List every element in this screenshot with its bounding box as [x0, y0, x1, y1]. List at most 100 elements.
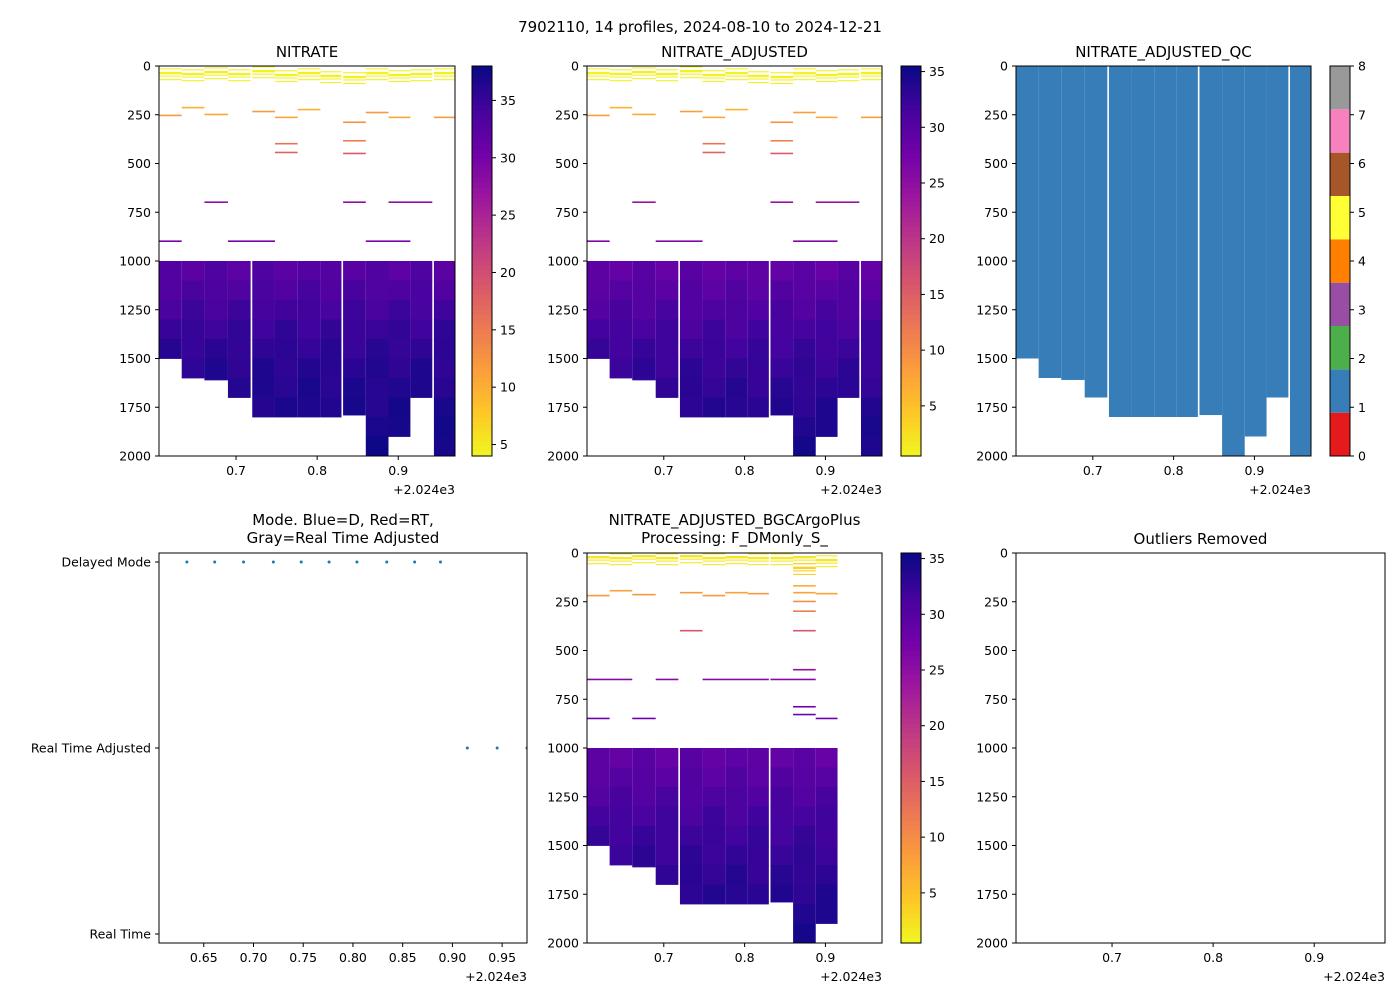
colorbar-step	[472, 109, 492, 116]
profile-segment	[181, 72, 205, 74]
profile-segment	[702, 678, 769, 681]
colorbar-tick-label: 10	[929, 830, 945, 845]
colorbar-step	[901, 261, 921, 267]
colorbar-step	[901, 626, 921, 632]
profile-cell	[725, 397, 748, 418]
profile-cell	[725, 378, 748, 398]
profile-segment	[770, 556, 794, 559]
profile-cell	[702, 319, 726, 340]
profile-cell	[679, 300, 703, 320]
profile-segment	[655, 564, 679, 566]
colorbar-step	[901, 178, 921, 184]
colorbar-step	[472, 85, 492, 91]
colorbar-step	[901, 119, 921, 126]
colorbar-step	[901, 806, 921, 812]
colorbar-step	[472, 261, 492, 267]
profile-cell	[679, 261, 703, 281]
profile-cell	[837, 319, 860, 340]
profile-cell	[320, 319, 342, 340]
profile-cell	[365, 378, 389, 398]
colorbar-step	[901, 743, 921, 749]
colorbar-step	[901, 655, 921, 661]
profile-segment	[679, 558, 703, 560]
profile-cell	[702, 300, 726, 320]
profile-segment	[770, 75, 794, 77]
profile-segment	[632, 562, 656, 564]
colorbar-step	[472, 324, 492, 330]
profile-segment	[725, 68, 748, 70]
profile-cell	[837, 280, 860, 301]
profile-cell	[815, 748, 838, 768]
profile-segment	[747, 82, 769, 84]
profile-cell	[388, 261, 411, 281]
profile-segment	[587, 563, 610, 565]
profile-segment	[587, 114, 610, 117]
colorbar-step	[901, 918, 921, 925]
profile-segment	[609, 553, 633, 555]
profile-segment	[343, 121, 366, 124]
profile-cell	[204, 280, 228, 301]
profile-cell	[587, 787, 610, 807]
profile-segment	[747, 592, 769, 595]
profile-segment	[204, 71, 228, 74]
profile-segment	[770, 152, 794, 155]
profile-cell	[815, 787, 838, 807]
profile-cell	[632, 319, 656, 340]
profile-segment	[793, 71, 816, 73]
profile-segment	[815, 70, 838, 72]
colorbar-step	[472, 197, 492, 204]
profile-segment	[815, 717, 838, 720]
y-tick-label: 1500	[976, 351, 1008, 366]
profile-cell	[587, 339, 610, 359]
colorbar: 5 10 15 20 25 30 35	[900, 551, 945, 944]
x-tick-label: 0.8	[1203, 950, 1223, 965]
profile-cell	[609, 261, 633, 281]
colorbar-step	[901, 105, 921, 111]
colorbar-class	[1330, 196, 1350, 240]
profile-cell	[725, 865, 748, 885]
profile-segment	[793, 591, 816, 594]
mode-point	[271, 560, 275, 564]
profile-cell	[297, 339, 321, 359]
profile-segment	[793, 75, 816, 77]
profile-segment	[815, 559, 838, 562]
colorbar-step	[901, 772, 921, 778]
profile-cell	[793, 884, 816, 905]
colorbar-tick-label: 30	[929, 607, 945, 622]
colorbar-step	[901, 606, 921, 613]
colorbar-step	[901, 412, 921, 418]
y-tick-label: 0	[1000, 546, 1008, 561]
profile-cell	[655, 826, 679, 846]
y-tick-label: 1000	[119, 254, 151, 269]
profile-cell	[274, 319, 298, 340]
profile-segment	[609, 72, 633, 74]
profile-cell	[725, 884, 748, 905]
colorbar-step	[901, 689, 921, 695]
profile-cell	[204, 378, 228, 381]
colorbar-step	[472, 124, 492, 130]
colorbar-step	[901, 353, 921, 360]
profile-segment	[793, 556, 816, 559]
profile-segment	[679, 70, 703, 73]
profile-cell	[725, 319, 748, 340]
profile-segment	[860, 75, 882, 77]
colorbar-step	[901, 280, 921, 286]
colorbar-step	[901, 889, 921, 895]
colorbar-step	[472, 412, 492, 418]
profile-cell	[320, 300, 342, 320]
profile-cell	[587, 261, 610, 281]
profile-cell	[388, 319, 411, 340]
y-tick-label: 750	[555, 692, 579, 707]
profile-cell	[433, 319, 455, 340]
x-tick-label: 0.7	[226, 463, 246, 478]
profile-cell	[860, 436, 882, 456]
colorbar-tick-label: 10	[500, 380, 516, 395]
colorbar-step	[901, 801, 921, 808]
profile-cell	[747, 767, 769, 788]
profile-segment	[365, 75, 389, 77]
profile-segment	[655, 80, 679, 82]
profile-cell	[679, 748, 703, 768]
profile-segment	[655, 560, 679, 562]
profile-cell	[815, 884, 838, 905]
qc-profile	[1199, 66, 1223, 416]
